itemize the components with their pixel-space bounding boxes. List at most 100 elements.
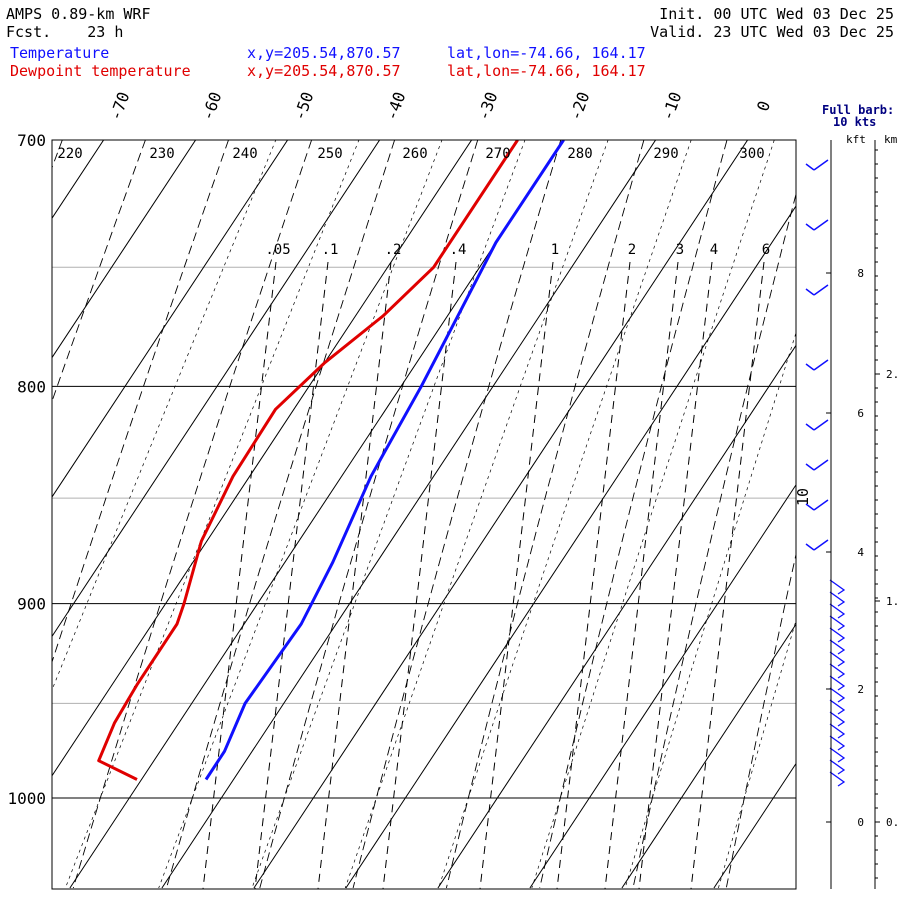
pressure-tick-label: 900 (17, 595, 46, 614)
moist-adiabat (438, 140, 692, 889)
isotherm (806, 113, 900, 888)
dry-adiabat (72, 140, 313, 889)
dry-adiabat (632, 192, 796, 889)
legend-temperature: Temperature (10, 44, 110, 62)
mixing-ratio-line (690, 261, 765, 889)
dry-adiabat (820, 114, 900, 889)
wind-barb (829, 675, 846, 691)
moist-adiabat (344, 140, 609, 889)
wind-barb (805, 539, 829, 551)
mixing-ratio-label: 4 (710, 242, 718, 258)
mixing-ratio-label: 3 (676, 242, 684, 258)
kft-tick-label: 0 (857, 816, 864, 829)
mixing-ratio-line (638, 261, 713, 889)
moist-adiabat (624, 331, 796, 889)
pressure-tick-label: 1000 (7, 789, 46, 808)
km-unit-label: km (884, 133, 898, 146)
isotherm (52, 140, 381, 638)
temperature-tick-label: -50 (290, 89, 318, 123)
legend-temperature-xy: x,y=205.54,870.57 (247, 44, 401, 62)
init-time: Init. 00 UTC Wed 03 Dec 25 (659, 5, 894, 23)
wind-barb (805, 499, 829, 511)
wind-barb (829, 603, 846, 619)
dry-adiabat (352, 140, 562, 889)
mixing-ratio-line (556, 261, 631, 889)
wind-barb (805, 459, 829, 471)
temperature-tick-label: -20 (566, 89, 594, 123)
kft-tick-label: 4 (857, 546, 864, 559)
dry-adiabat-label: 250 (317, 146, 342, 162)
dry-adiabat-label: 280 (567, 146, 592, 162)
wind-barb (829, 615, 846, 631)
wind-barb (805, 359, 829, 371)
isotherm (161, 140, 657, 889)
dry-adiabat-label: 290 (653, 146, 678, 162)
mixing-ratio-label: 2 (628, 242, 636, 258)
isotherm (52, 140, 197, 359)
isotherm (529, 483, 796, 889)
kft-tick-label: 6 (857, 407, 864, 420)
valid-time: Valid. 23 UTC Wed 03 Dec 25 (650, 23, 894, 41)
mixing-ratio-line (382, 261, 457, 889)
temperature-tick-label: -60 (198, 89, 226, 123)
mixing-ratio-line (202, 261, 277, 889)
moist-adiabat (718, 619, 796, 889)
mixing-ratio-label: .05 (265, 242, 290, 258)
isotherm-annotation: 10 (794, 488, 812, 506)
isotherm (52, 140, 473, 777)
dry-adiabat-label: 300 (739, 146, 764, 162)
legend-dewpoint: Dewpoint temperature (10, 62, 191, 80)
mixing-ratio-label: 6 (762, 242, 770, 258)
mixing-ratio-line (254, 261, 329, 889)
isotherm (621, 623, 796, 889)
forecast-hour: Fcst. 23 h (6, 23, 124, 41)
barb-note-line2: 10 kts (833, 115, 876, 129)
mixing-ratio-label: 1 (551, 242, 559, 258)
plot-frame (51, 139, 797, 890)
mixing-ratio-line (317, 261, 392, 889)
wind-barb (829, 687, 846, 703)
kft-tick-label: 2 (857, 683, 864, 696)
temperature-tick-label: 0 (753, 98, 774, 114)
isotherm (437, 344, 796, 889)
moist-adiabat (251, 140, 526, 889)
dry-adiabat-label: 230 (149, 146, 174, 162)
wind-barb (829, 723, 846, 739)
wind-barb (829, 699, 846, 715)
model-title: AMPS 0.89-km WRF (6, 5, 151, 23)
wind-barb (805, 284, 829, 296)
dry-adiabat-label: 240 (232, 146, 257, 162)
mixing-ratio-line (479, 261, 554, 889)
moist-adiabat (52, 140, 277, 691)
moist-adiabat (531, 140, 775, 889)
mixing-ratio-line (604, 261, 679, 889)
wind-barb (829, 771, 846, 787)
kft-tick-label: 8 (857, 267, 864, 280)
legend-temperature-latlon: lat,lon=-74.66, 164.17 (447, 44, 646, 62)
moist-adiabat (65, 140, 360, 889)
isotherm (52, 140, 289, 498)
dry-adiabat (445, 140, 645, 889)
wind-barb (829, 591, 846, 607)
dry-adiabat-label: 270 (485, 146, 510, 162)
dry-adiabat (166, 140, 396, 889)
dry-adiabat (259, 140, 479, 889)
legend-dewpoint-latlon: lat,lon=-74.66, 164.17 (447, 62, 646, 80)
dry-adiabat (52, 140, 146, 403)
dry-adiabat (539, 140, 728, 889)
dry-adiabat-label: 220 (57, 146, 82, 162)
kft-unit-label: kft (846, 133, 866, 146)
km-tick-label: 0. (886, 816, 899, 829)
km-tick-label: 1. (886, 595, 899, 608)
dry-adiabat (52, 140, 229, 664)
wind-barb (805, 219, 829, 231)
wind-barb (805, 159, 829, 171)
legend-dewpoint-xy: x,y=205.54,870.57 (247, 62, 401, 80)
wind-barb (829, 627, 846, 643)
wind-barb (829, 663, 846, 679)
dry-adiabat-label: 260 (402, 146, 427, 162)
isotherm (52, 140, 105, 220)
wind-barb (829, 759, 846, 775)
temperature-tick-label: -70 (106, 89, 134, 123)
